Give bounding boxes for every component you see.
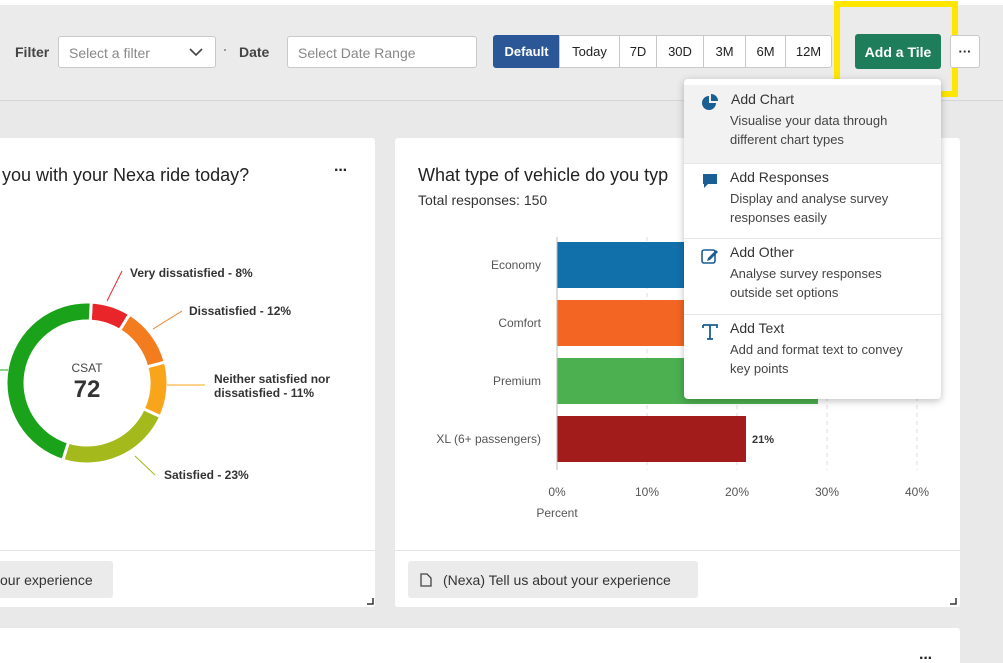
divider [0, 550, 375, 551]
range-button[interactable]: Today [559, 35, 620, 68]
y-tick-label: Premium [493, 374, 541, 388]
menu-item[interactable]: Add Chart Visualise your data through di… [684, 85, 941, 164]
range-button[interactable]: 30D [656, 35, 704, 68]
range-button[interactable]: 6M [745, 35, 786, 68]
data-label: Very dissatisfied - 8% [130, 266, 253, 280]
tile-subtitle: Total responses: 150 [418, 192, 548, 208]
menu-description: Visualise your data through different ch… [730, 113, 888, 147]
y-tick-label: Economy [491, 258, 541, 272]
range-button[interactable]: 7D [619, 35, 657, 68]
filter-select[interactable]: Select a filter [58, 36, 216, 68]
menu-title: Add Other [730, 244, 794, 260]
tile-card [0, 628, 960, 663]
data-label: Dissatisfied - 12% [189, 304, 292, 318]
chevron-icon [189, 48, 203, 57]
tile-menu[interactable]: ··· [919, 650, 933, 663]
data-label: Satisfied - 23% [164, 468, 249, 482]
resize-handle [367, 598, 374, 605]
text-icon [702, 324, 718, 340]
x-axis-title: Percent [536, 506, 578, 520]
date-placeholder: Select Date Range [298, 45, 416, 61]
donut-segment [141, 360, 170, 419]
filter-placeholder: Select a filter [69, 45, 150, 61]
more-button[interactable]: ··· [950, 35, 980, 68]
date-label: Date [239, 44, 270, 60]
x-tick-label: 30% [815, 485, 839, 499]
responses-icon [703, 174, 717, 188]
date-input[interactable]: Select Date Range [287, 36, 477, 68]
range-button[interactable]: 12M [785, 35, 832, 68]
donut-segment [60, 406, 163, 466]
y-tick-label: XL (6+ passengers) [436, 432, 541, 446]
menu-description: Add and format text to convey key points [730, 342, 903, 376]
menu-title: Add Chart [731, 91, 795, 107]
add-tile-button[interactable]: Add a Tile [855, 34, 941, 69]
footer-text: our experience [0, 571, 93, 588]
leader-line [106, 270, 123, 302]
menu-item[interactable]: Add Text Add and format text to convey k… [684, 314, 941, 392]
filter-label: Filter [15, 44, 50, 60]
menu-description: Display and analyse survey responses eas… [730, 191, 889, 225]
leader-line [152, 310, 183, 330]
x-tick-label: 0% [548, 485, 566, 499]
footer-text: (Nexa) Tell us about your experience [443, 571, 671, 588]
y-tick-label: Comfort [498, 316, 541, 330]
divider [395, 550, 960, 551]
tile-title: you with your Nexa ride today? [2, 165, 250, 185]
center-label: CSAT [71, 361, 103, 375]
range-button[interactable]: Default [493, 35, 560, 68]
edit-icon [701, 249, 718, 264]
center-value: 72 [74, 376, 101, 403]
menu-description: Analyse survey responses outside set opt… [730, 266, 882, 300]
tile-menu[interactable]: ··· [334, 162, 348, 179]
data-label: 21% [752, 434, 774, 446]
donut-segment [117, 312, 168, 369]
chart-icon [702, 94, 718, 110]
top-strip [0, 0, 1003, 5]
x-tick-label: 40% [905, 485, 929, 499]
data-label: Neither satisfied nor dissatisfied - 11% [214, 372, 331, 400]
tile-card [0, 138, 375, 607]
leader-line [134, 455, 156, 476]
footer-button[interactable]: (Nexa) Tell us about your experience [408, 561, 698, 598]
tile-title: What type of vehicle do you typ [418, 165, 669, 185]
menu-title: Add Responses [730, 169, 829, 185]
resize-handle [950, 598, 957, 605]
donut-segment [4, 300, 93, 463]
x-tick-label: 10% [635, 485, 659, 499]
menu-item[interactable]: Add Other Analyse survey responses outsi… [684, 238, 941, 315]
x-tick-label: 20% [725, 485, 749, 499]
menu-item[interactable]: Add Responses Display and analyse survey… [684, 163, 941, 239]
add-tile-menu: Add Chart Visualise your data through di… [684, 79, 941, 399]
menu-title: Add Text [730, 320, 785, 336]
doc-icon [420, 572, 432, 587]
range-button[interactable]: 3M [703, 35, 746, 68]
bar [557, 416, 746, 462]
separator [224, 49, 226, 51]
footer-button[interactable]: our experience [0, 561, 113, 598]
